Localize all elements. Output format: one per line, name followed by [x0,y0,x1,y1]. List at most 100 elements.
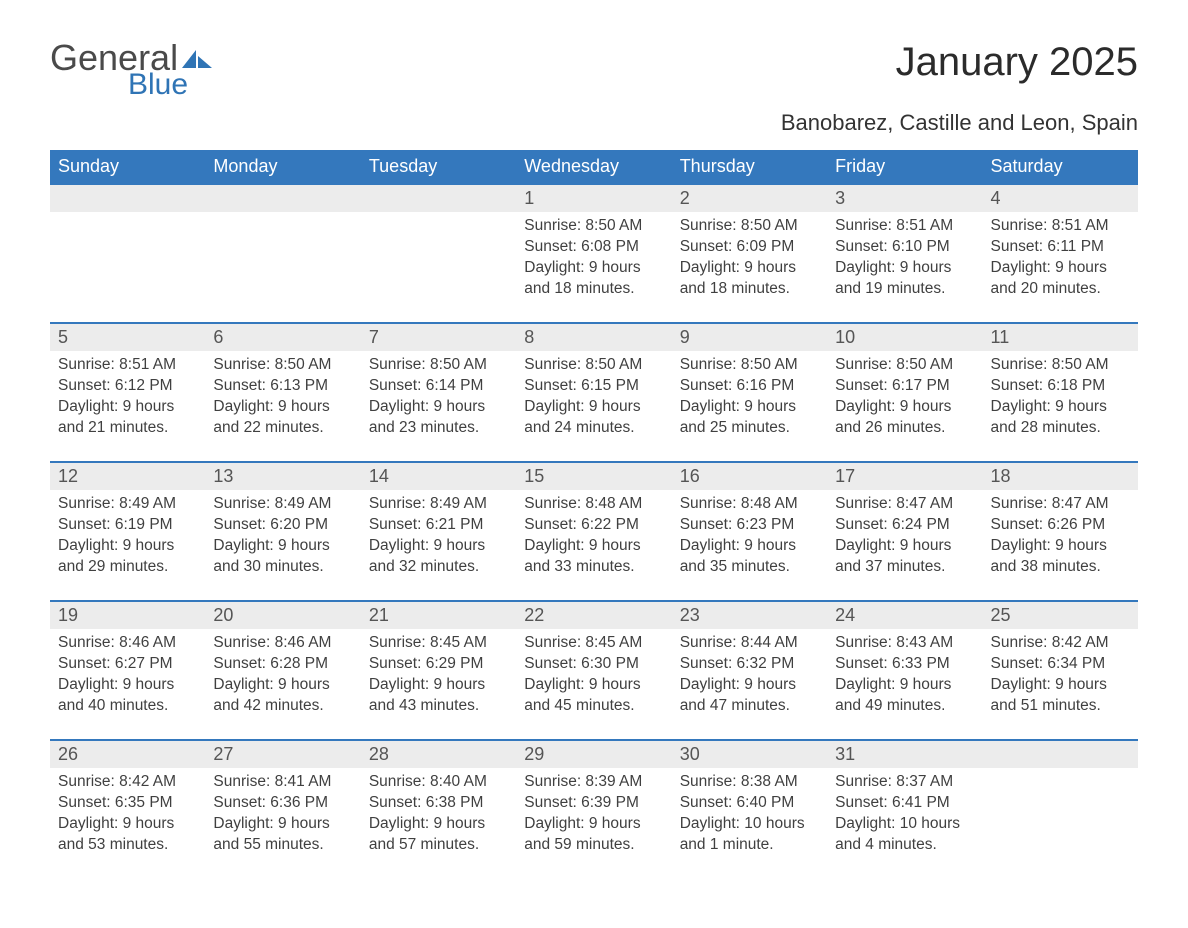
calendar-table: SundayMondayTuesdayWednesdayThursdayFrid… [50,150,1138,878]
sunrise-text: Sunrise: 8:48 AM [524,494,663,515]
calendar-day-cell: 24Sunrise: 8:43 AMSunset: 6:33 PMDayligh… [827,601,982,740]
sunrise-text: Sunrise: 8:41 AM [213,772,352,793]
daylight-text: and 19 minutes. [835,279,974,300]
day-data: Sunrise: 8:40 AMSunset: 6:38 PMDaylight:… [361,768,516,878]
sunrise-text: Sunrise: 8:43 AM [835,633,974,654]
sunset-text: Sunset: 6:12 PM [58,376,197,397]
calendar-day-cell: 20Sunrise: 8:46 AMSunset: 6:28 PMDayligh… [205,601,360,740]
day-data: Sunrise: 8:51 AMSunset: 6:12 PMDaylight:… [50,351,205,461]
daylight-text: and 18 minutes. [680,279,819,300]
daylight-text: Daylight: 9 hours [213,536,352,557]
daylight-text: Daylight: 9 hours [369,675,508,696]
sunset-text: Sunset: 6:39 PM [524,793,663,814]
day-number: 27 [205,741,360,768]
daylight-text: Daylight: 9 hours [524,258,663,279]
day-data: Sunrise: 8:48 AMSunset: 6:22 PMDaylight:… [516,490,671,600]
sunrise-text: Sunrise: 8:50 AM [680,216,819,237]
day-data: Sunrise: 8:39 AMSunset: 6:39 PMDaylight:… [516,768,671,878]
day-number: 21 [361,602,516,629]
calendar-day-cell: 9Sunrise: 8:50 AMSunset: 6:16 PMDaylight… [672,323,827,462]
sunset-text: Sunset: 6:26 PM [991,515,1130,536]
daylight-text: Daylight: 9 hours [991,536,1130,557]
daylight-text: Daylight: 9 hours [991,258,1130,279]
day-number [205,185,360,212]
daylight-text: Daylight: 9 hours [524,536,663,557]
daylight-text: and 37 minutes. [835,557,974,578]
sunset-text: Sunset: 6:21 PM [369,515,508,536]
day-number: 23 [672,602,827,629]
sunrise-text: Sunrise: 8:46 AM [213,633,352,654]
sunrise-text: Sunrise: 8:46 AM [58,633,197,654]
page-title: January 2025 [896,40,1138,85]
sunset-text: Sunset: 6:18 PM [991,376,1130,397]
daylight-text: and 59 minutes. [524,835,663,856]
daylight-text: Daylight: 9 hours [58,675,197,696]
calendar-day-cell: 25Sunrise: 8:42 AMSunset: 6:34 PMDayligh… [983,601,1138,740]
calendar-day-cell: 10Sunrise: 8:50 AMSunset: 6:17 PMDayligh… [827,323,982,462]
header: General Blue January 2025 [50,40,1138,100]
sunset-text: Sunset: 6:10 PM [835,237,974,258]
day-number: 14 [361,463,516,490]
sunset-text: Sunset: 6:41 PM [835,793,974,814]
day-data: Sunrise: 8:48 AMSunset: 6:23 PMDaylight:… [672,490,827,600]
daylight-text: and 42 minutes. [213,696,352,717]
daylight-text: and 25 minutes. [680,418,819,439]
sunset-text: Sunset: 6:16 PM [680,376,819,397]
daylight-text: Daylight: 9 hours [835,397,974,418]
day-data: Sunrise: 8:50 AMSunset: 6:08 PMDaylight:… [516,212,671,322]
day-data: Sunrise: 8:50 AMSunset: 6:16 PMDaylight:… [672,351,827,461]
sunset-text: Sunset: 6:23 PM [680,515,819,536]
day-number: 11 [983,324,1138,351]
day-number: 12 [50,463,205,490]
day-number: 9 [672,324,827,351]
day-number: 7 [361,324,516,351]
sunset-text: Sunset: 6:33 PM [835,654,974,675]
sunrise-text: Sunrise: 8:50 AM [524,216,663,237]
day-number: 10 [827,324,982,351]
sunrise-text: Sunrise: 8:47 AM [991,494,1130,515]
day-number: 20 [205,602,360,629]
day-number: 30 [672,741,827,768]
day-data: Sunrise: 8:42 AMSunset: 6:35 PMDaylight:… [50,768,205,878]
calendar-day-cell: 7Sunrise: 8:50 AMSunset: 6:14 PMDaylight… [361,323,516,462]
daylight-text: and 38 minutes. [991,557,1130,578]
sunrise-text: Sunrise: 8:50 AM [991,355,1130,376]
day-number [983,741,1138,768]
day-number: 13 [205,463,360,490]
day-header: Tuesday [361,150,516,184]
sunset-text: Sunset: 6:35 PM [58,793,197,814]
daylight-text: Daylight: 9 hours [680,397,819,418]
sunrise-text: Sunrise: 8:50 AM [369,355,508,376]
location-text: Banobarez, Castille and Leon, Spain [50,110,1138,136]
daylight-text: and 53 minutes. [58,835,197,856]
day-data: Sunrise: 8:50 AMSunset: 6:17 PMDaylight:… [827,351,982,461]
daylight-text: and 18 minutes. [524,279,663,300]
logo-blue-text: Blue [128,70,188,100]
daylight-text: Daylight: 9 hours [991,397,1130,418]
calendar-day-cell: 22Sunrise: 8:45 AMSunset: 6:30 PMDayligh… [516,601,671,740]
sunrise-text: Sunrise: 8:47 AM [835,494,974,515]
daylight-text: and 24 minutes. [524,418,663,439]
sunset-text: Sunset: 6:09 PM [680,237,819,258]
calendar-day-cell: 2Sunrise: 8:50 AMSunset: 6:09 PMDaylight… [672,184,827,323]
daylight-text: and 55 minutes. [213,835,352,856]
daylight-text: Daylight: 9 hours [524,675,663,696]
daylight-text: Daylight: 9 hours [680,536,819,557]
calendar-day-cell: 8Sunrise: 8:50 AMSunset: 6:15 PMDaylight… [516,323,671,462]
daylight-text: and 4 minutes. [835,835,974,856]
day-data: Sunrise: 8:49 AMSunset: 6:19 PMDaylight:… [50,490,205,600]
daylight-text: Daylight: 9 hours [524,814,663,835]
sunrise-text: Sunrise: 8:49 AM [58,494,197,515]
day-data: Sunrise: 8:37 AMSunset: 6:41 PMDaylight:… [827,768,982,878]
day-data [361,212,516,322]
day-data: Sunrise: 8:46 AMSunset: 6:27 PMDaylight:… [50,629,205,739]
calendar-day-cell: 15Sunrise: 8:48 AMSunset: 6:22 PMDayligh… [516,462,671,601]
sunset-text: Sunset: 6:40 PM [680,793,819,814]
logo: General Blue [50,40,214,100]
daylight-text: and 45 minutes. [524,696,663,717]
calendar-day-cell: 26Sunrise: 8:42 AMSunset: 6:35 PMDayligh… [50,740,205,878]
day-number: 29 [516,741,671,768]
calendar-day-cell: 16Sunrise: 8:48 AMSunset: 6:23 PMDayligh… [672,462,827,601]
day-data: Sunrise: 8:49 AMSunset: 6:21 PMDaylight:… [361,490,516,600]
sunset-text: Sunset: 6:19 PM [58,515,197,536]
